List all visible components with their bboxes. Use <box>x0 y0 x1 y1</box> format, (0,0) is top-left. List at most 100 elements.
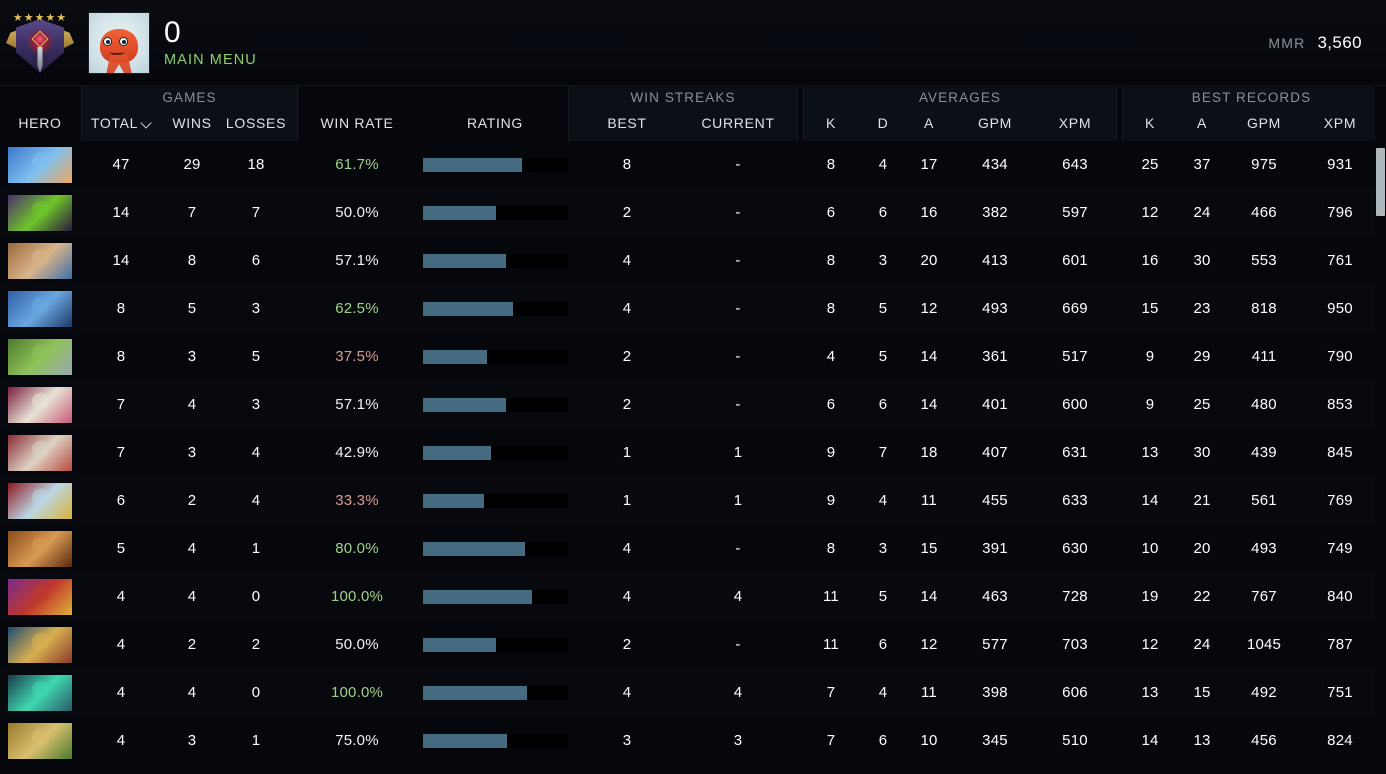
table-row[interactable]: 5 4 1 4 - 8 3 15 391 630 10 20 493 749 80.0% <box>0 525 1386 573</box>
column-header-avg_gpm[interactable]: GPM <box>955 113 1035 141</box>
table-row[interactable]: 14 8 6 4 - 8 3 20 413 601 16 30 553 761 57.1% <box>0 237 1386 285</box>
cell-best_gpm: 818 <box>1251 300 1277 317</box>
hero-portrait[interactable] <box>8 531 72 567</box>
cell-avg_a: 16 <box>920 204 938 221</box>
cell-avg_k: 7 <box>826 684 836 701</box>
cell-best_gpm: 439 <box>1251 444 1277 461</box>
hero-portrait[interactable] <box>8 723 72 759</box>
cell-avg_gpm: 345 <box>982 732 1008 749</box>
column-header-best_a[interactable]: A <box>1174 113 1230 141</box>
hero-portrait[interactable] <box>8 243 72 279</box>
cell-streak_best: 4 <box>622 252 632 269</box>
hero-portrait[interactable] <box>8 147 72 183</box>
hero-portrait[interactable] <box>8 675 72 711</box>
hero-portrait-highlight <box>32 393 49 411</box>
table-row[interactable]: 4 4 0 4 4 7 4 11 398 606 13 15 492 751 100.0% <box>0 669 1386 717</box>
hero-portrait[interactable] <box>8 627 72 663</box>
hero-portrait[interactable] <box>8 483 72 519</box>
hero-portrait[interactable] <box>8 579 72 615</box>
column-header-inner: TOTAL <box>91 113 151 133</box>
cell-best_k: 25 <box>1141 156 1159 173</box>
rank-badge[interactable]: ★★★★★ <box>4 7 76 79</box>
rating-bar-fill <box>423 542 525 556</box>
column-header-inner: LOSSES <box>226 113 286 133</box>
column-header-streak_cur[interactable]: CURRENT <box>684 113 792 141</box>
table-row[interactable]: 4 4 0 4 4 11 5 14 463 728 19 22 767 840 100.0% <box>0 573 1386 621</box>
column-header-wins[interactable]: WINS <box>157 113 227 141</box>
column-header-label: A <box>923 115 935 131</box>
scrollbar-thumb[interactable] <box>1376 148 1385 216</box>
column-header-label: RATING <box>466 115 524 131</box>
hero-portrait[interactable] <box>8 435 72 471</box>
cell-best_a: 13 <box>1193 732 1211 749</box>
table-row[interactable]: 47 29 18 8 - 8 4 17 434 643 25 37 975 931 61.7% <box>0 141 1386 189</box>
column-header-streak_best[interactable]: BEST <box>577 113 677 141</box>
main-menu-link[interactable]: MAIN MENU <box>164 52 257 69</box>
table-row[interactable]: 7 4 3 2 - 6 6 14 401 600 9 25 480 853 57.1% <box>0 381 1386 429</box>
cell-avg_xpm: 630 <box>1062 540 1088 557</box>
column-header-total[interactable]: TOTAL <box>85 113 157 141</box>
cell-losses: 1 <box>251 540 261 557</box>
cell-best_k: 10 <box>1141 540 1159 557</box>
cell-best_a: 37 <box>1193 156 1211 173</box>
column-header-losses[interactable]: LOSSES <box>219 113 293 141</box>
hero-portrait[interactable] <box>8 387 72 423</box>
cell-avg_gpm: 382 <box>982 204 1008 221</box>
cell-avg_d: 6 <box>878 396 888 413</box>
cell-best_a: 30 <box>1193 252 1211 269</box>
column-header-row: HERO TOTAL WINS LOSSES WIN RATE RATING BEST CUR… <box>0 113 1386 141</box>
cell-avg_k: 8 <box>826 300 836 317</box>
table-row[interactable]: 4 2 2 2 - 11 6 12 577 703 12 24 1045 787 50.0% <box>0 621 1386 669</box>
cell-streak_best: 1 <box>622 444 632 461</box>
column-header-avg_a[interactable]: A <box>900 113 958 141</box>
column-header-winrate[interactable]: WIN RATE <box>303 113 411 141</box>
cell-winrate: 33.3% <box>335 492 379 509</box>
table-row[interactable]: 14 7 7 2 - 6 6 16 382 597 12 24 466 796 50.0% <box>0 189 1386 237</box>
cell-winrate: 61.7% <box>335 156 379 173</box>
column-header-best_gpm[interactable]: GPM <box>1222 113 1306 141</box>
column-header-best_k[interactable]: K <box>1122 113 1178 141</box>
column-header-avg_xpm[interactable]: XPM <box>1035 113 1115 141</box>
rating-bar-track <box>423 302 568 316</box>
cell-streak_cur: - <box>735 540 741 557</box>
table-row[interactable]: 8 3 5 2 - 4 5 14 361 517 9 29 411 790 37.5% <box>0 333 1386 381</box>
chevron-down-icon <box>142 118 151 127</box>
table-row[interactable]: 8 5 3 4 - 8 5 12 493 669 15 23 818 950 62.5% <box>0 285 1386 333</box>
table-row[interactable]: 4 3 1 3 3 7 6 10 345 510 14 13 456 824 75.0% <box>0 717 1386 765</box>
hero-portrait[interactable] <box>8 291 72 327</box>
cell-avg_gpm: 463 <box>982 588 1008 605</box>
cell-losses: 4 <box>251 444 261 461</box>
column-header-inner: CURRENT <box>701 113 774 133</box>
cell-avg_gpm: 455 <box>982 492 1008 509</box>
column-header-avg_k[interactable]: K <box>803 113 859 141</box>
column-group-win-streaks: WIN STREAKS <box>568 86 798 141</box>
cell-streak_cur: 3 <box>733 732 743 749</box>
table-row[interactable]: 7 3 4 1 1 9 7 18 407 631 13 30 439 845 42.9% <box>0 429 1386 477</box>
cell-streak_cur: 4 <box>733 588 743 605</box>
cell-best_xpm: 950 <box>1327 300 1353 317</box>
cell-wins: 4 <box>187 588 197 605</box>
hero-portrait[interactable] <box>8 195 72 231</box>
cell-winrate: 57.1% <box>335 396 379 413</box>
column-header-hero[interactable]: HERO <box>0 113 80 141</box>
cell-avg_k: 4 <box>826 348 836 365</box>
cell-best_gpm: 975 <box>1251 156 1277 173</box>
cell-avg_d: 6 <box>878 732 888 749</box>
cell-avg_d: 6 <box>878 636 888 653</box>
column-header-avg_d[interactable]: D <box>855 113 911 141</box>
vertical-scrollbar[interactable] <box>1375 86 1386 774</box>
column-header-best_xpm[interactable]: XPM <box>1300 113 1380 141</box>
hero-portrait[interactable] <box>8 339 72 375</box>
cell-avg_gpm: 493 <box>982 300 1008 317</box>
hero-portrait-highlight <box>32 297 49 315</box>
rating-bar-track <box>423 590 568 604</box>
cell-avg_d: 4 <box>878 492 888 509</box>
column-header-label: BEST <box>607 115 647 131</box>
column-header-rating[interactable]: RATING <box>420 113 570 141</box>
table-row[interactable]: 6 2 4 1 1 9 4 11 455 633 14 21 561 769 33.3% <box>0 477 1386 525</box>
hero-portrait-highlight <box>32 441 49 459</box>
cell-streak_cur: - <box>735 636 741 653</box>
cell-avg_a: 11 <box>921 684 937 701</box>
avatar[interactable] <box>88 12 150 74</box>
cell-best_a: 23 <box>1193 300 1211 317</box>
